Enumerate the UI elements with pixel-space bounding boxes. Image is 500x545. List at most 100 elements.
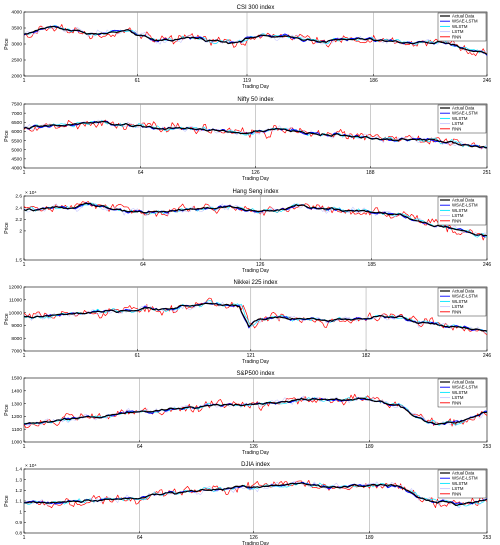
plot-area xyxy=(23,286,488,352)
y-tick-label: 8000 xyxy=(11,336,22,342)
x-tick-label: 186 xyxy=(369,78,378,84)
legend-entry: RNN xyxy=(452,309,461,314)
y-axis-label: Price xyxy=(4,313,10,325)
legend-entry: RNN xyxy=(452,218,461,223)
x-tick-label: 246 xyxy=(483,78,492,84)
y-tick-label: 1300 xyxy=(11,401,22,407)
x-tick-label: 121 xyxy=(247,353,256,359)
y-tick-label: 1500 xyxy=(11,376,22,382)
y-tick-label: 4000 xyxy=(11,10,22,16)
x-tick-label: 64 xyxy=(137,444,143,450)
chart-panel-2: Nifty 50 index 1 64 126 188 251 4000 4500 5000 55… xyxy=(4,97,491,182)
y-axis-label: Price xyxy=(4,404,10,416)
legend-entry: WSAE-LSTM xyxy=(452,476,478,481)
legend-entry: LSTM xyxy=(452,304,464,309)
x-tick-label: 1 xyxy=(23,535,26,541)
legend-entry: WLSTM xyxy=(452,208,468,213)
y-tick-label: 2 xyxy=(19,229,22,235)
chart-title: CSI 300 index xyxy=(237,5,275,11)
legend-entry: WLSTM xyxy=(452,481,468,486)
chart-title: DJIA index xyxy=(241,462,270,468)
legend-entry: Actual Data xyxy=(452,106,475,111)
legend-entry: WLSTM xyxy=(452,299,468,304)
legend-entry: RNN xyxy=(452,34,461,39)
y-tick-label: 1000 xyxy=(11,440,22,446)
x-tick-label: 251 xyxy=(483,170,492,176)
y-tick-label: 2.6 xyxy=(15,194,22,200)
y-tick-label: 6000 xyxy=(11,129,22,135)
chart-title: Nikkei 225 index xyxy=(233,280,277,286)
x-tick-label: 1 xyxy=(23,353,26,359)
legend-entry: LSTM xyxy=(452,121,464,126)
legend-box xyxy=(437,12,487,42)
y-tick-label: 7000 xyxy=(11,111,22,117)
x-tick-label: 1 xyxy=(23,78,26,84)
y-tick-label: 6500 xyxy=(11,120,22,126)
x-tick-label: 119 xyxy=(243,78,251,84)
x-tick-label: 64 xyxy=(138,170,144,176)
x-tick-label: 1 xyxy=(23,170,26,176)
chart-panel-5: S&P500 index 1 64 126 189 253 1000 1100 1200 1300… xyxy=(4,371,491,456)
y-tick-label: 1200 xyxy=(11,414,22,420)
y-tick-label: 12000 xyxy=(9,285,23,291)
chart-title: Hang Seng index xyxy=(232,189,278,195)
series-line-rnn xyxy=(23,24,488,57)
legend-entry: RNN xyxy=(452,400,461,405)
plot-area xyxy=(23,468,488,534)
x-tick-label: 189 xyxy=(365,535,374,541)
plot-area xyxy=(23,377,488,443)
series-line-rnn xyxy=(23,297,488,336)
legend-entry: Actual Data xyxy=(452,471,475,476)
y-tick-label: 1400 xyxy=(11,389,22,395)
x-tick-label: 126 xyxy=(251,170,260,176)
y-axis-label: Price xyxy=(4,495,10,507)
chart-panel-3: Hang Seng index 1 64 126 185 246 1.5 2 2.2 2.4 2.6… xyxy=(4,189,491,274)
series-line-actual-data xyxy=(23,25,488,55)
legend-entry: WSAE-LSTM xyxy=(452,294,478,299)
x-tick-label: 253 xyxy=(483,535,492,541)
legend-entry: WSAE-LSTM xyxy=(452,203,478,208)
y-tick-label: 5000 xyxy=(11,147,22,153)
chart-title: S&P500 index xyxy=(236,371,274,377)
x-tick-label: 126 xyxy=(256,262,265,268)
y-exponent: × 10⁴ xyxy=(25,190,37,196)
series-line-actual-data xyxy=(23,397,488,426)
x-tick-label: 64 xyxy=(140,262,146,268)
y-tick-label: 0.9 xyxy=(15,520,22,526)
y-tick-label: 2000 xyxy=(11,74,22,80)
y-tick-label: 1.5 xyxy=(15,258,22,264)
legend-entry: WLSTM xyxy=(452,24,468,29)
legend-entry: Actual Data xyxy=(452,198,475,203)
legend-entry: WSAE-LSTM xyxy=(452,111,478,116)
x-tick-label: 185 xyxy=(368,262,377,268)
x-tick-label: 126 xyxy=(249,444,258,450)
legend-box xyxy=(437,104,487,134)
y-tick-label: 7500 xyxy=(11,102,22,108)
series-line-rnn xyxy=(23,119,488,150)
legend-box xyxy=(437,196,487,226)
legend-entry: LSTM xyxy=(452,213,464,218)
chart-panel-4: Nikkei 225 index 1 61 121 182 246 7000 8000 9000… xyxy=(4,280,491,365)
y-tick-label: 1.2 xyxy=(15,488,22,494)
series-line-actual-data xyxy=(23,202,488,237)
y-tick-label: 3500 xyxy=(11,26,22,32)
y-tick-label: 1 xyxy=(19,509,22,515)
legend-entry: WLSTM xyxy=(452,116,468,121)
x-tick-label: 246 xyxy=(483,353,492,359)
x-tick-label: 126 xyxy=(249,535,258,541)
y-tick-label: 0.8 xyxy=(15,531,22,537)
x-tick-label: 188 xyxy=(366,170,375,176)
series-line-actual-data xyxy=(23,120,488,149)
y-tick-label: 1100 xyxy=(12,427,23,433)
x-tick-label: 189 xyxy=(365,444,374,450)
y-tick-label: 11000 xyxy=(9,298,22,304)
x-tick-label: 61 xyxy=(135,353,141,359)
series-line-actual-data xyxy=(23,302,488,332)
